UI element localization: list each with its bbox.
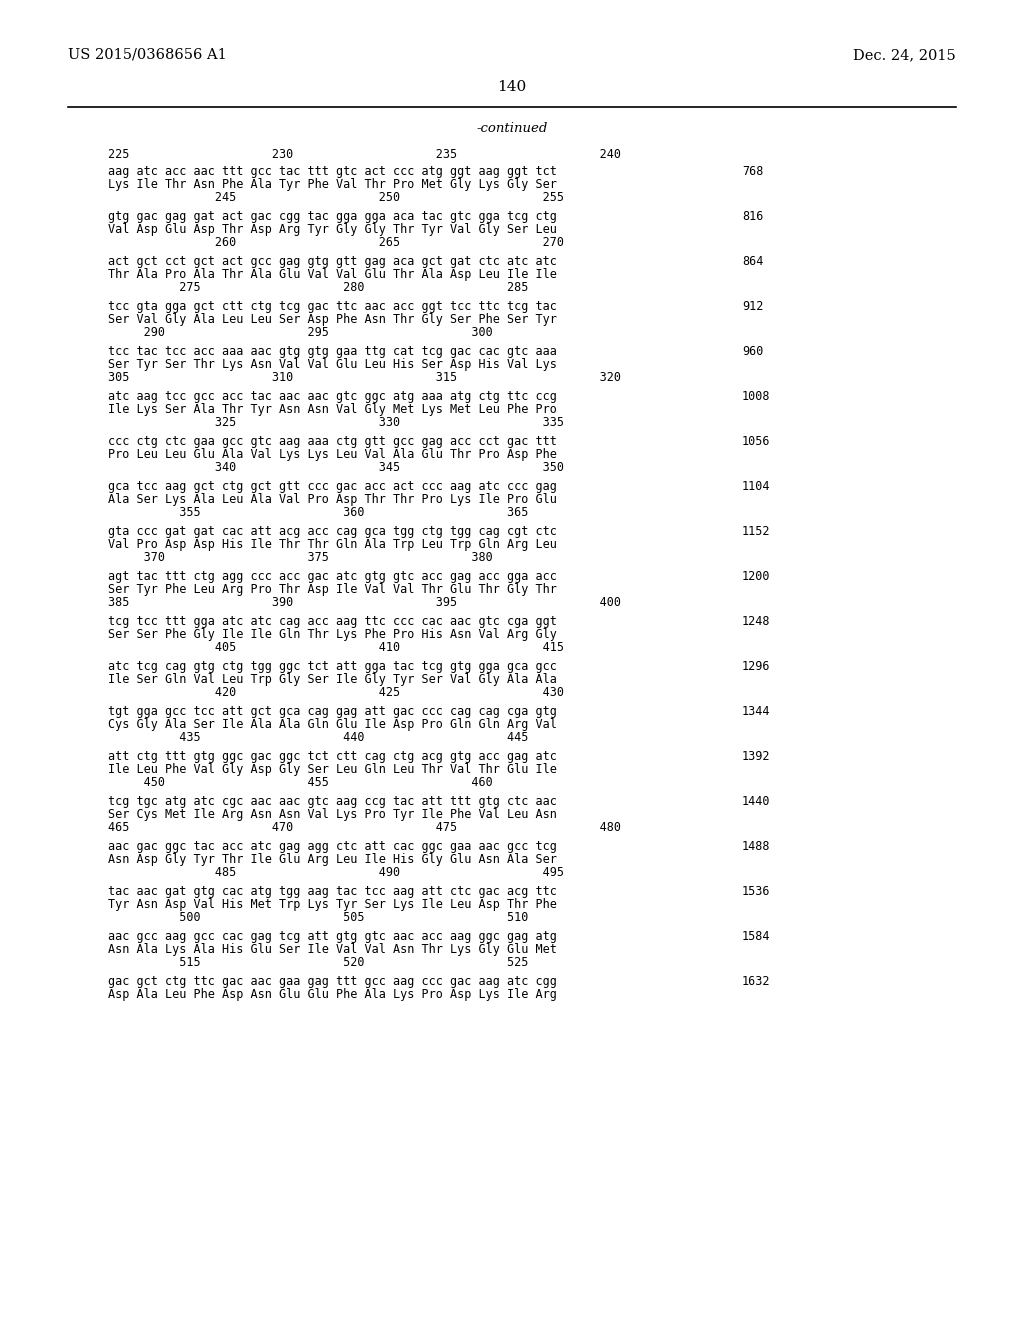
Text: 960: 960 bbox=[742, 345, 763, 358]
Text: 1392: 1392 bbox=[742, 750, 770, 763]
Text: 1344: 1344 bbox=[742, 705, 770, 718]
Text: 485                    490                    495: 485 490 495 bbox=[108, 866, 564, 879]
Text: 1584: 1584 bbox=[742, 931, 770, 942]
Text: Thr Ala Pro Ala Thr Ala Glu Val Val Glu Thr Ala Asp Leu Ile Ile: Thr Ala Pro Ala Thr Ala Glu Val Val Glu … bbox=[108, 268, 557, 281]
Text: tcg tgc atg atc cgc aac aac gtc aag ccg tac att ttt gtg ctc aac: tcg tgc atg atc cgc aac aac gtc aag ccg … bbox=[108, 795, 557, 808]
Text: tcc tac tcc acc aaa aac gtg gtg gaa ttg cat tcg gac cac gtc aaa: tcc tac tcc acc aaa aac gtg gtg gaa ttg … bbox=[108, 345, 557, 358]
Text: 1440: 1440 bbox=[742, 795, 770, 808]
Text: 1056: 1056 bbox=[742, 436, 770, 447]
Text: Tyr Asn Asp Val His Met Trp Lys Tyr Ser Lys Ile Leu Asp Thr Phe: Tyr Asn Asp Val His Met Trp Lys Tyr Ser … bbox=[108, 898, 557, 911]
Text: 500                    505                    510: 500 505 510 bbox=[108, 911, 528, 924]
Text: tgt gga gcc tcc att gct gca cag gag att gac ccc cag cag cga gtg: tgt gga gcc tcc att gct gca cag gag att … bbox=[108, 705, 557, 718]
Text: Asn Ala Lys Ala His Glu Ser Ile Val Val Asn Thr Lys Gly Glu Met: Asn Ala Lys Ala His Glu Ser Ile Val Val … bbox=[108, 942, 557, 956]
Text: 340                    345                    350: 340 345 350 bbox=[108, 461, 564, 474]
Text: 290                    295                    300: 290 295 300 bbox=[108, 326, 493, 339]
Text: att ctg ttt gtg ggc gac ggc tct ctt cag ctg acg gtg acc gag atc: att ctg ttt gtg ggc gac ggc tct ctt cag … bbox=[108, 750, 557, 763]
Text: aac gcc aag gcc cac gag tcg att gtg gtc aac acc aag ggc gag atg: aac gcc aag gcc cac gag tcg att gtg gtc … bbox=[108, 931, 557, 942]
Text: 515                    520                    525: 515 520 525 bbox=[108, 956, 528, 969]
Text: 1104: 1104 bbox=[742, 480, 770, 492]
Text: 435                    440                    445: 435 440 445 bbox=[108, 731, 528, 744]
Text: Val Pro Asp Asp His Ile Thr Thr Gln Ala Trp Leu Trp Gln Arg Leu: Val Pro Asp Asp His Ile Thr Thr Gln Ala … bbox=[108, 539, 557, 550]
Text: 465                    470                    475                    480: 465 470 475 480 bbox=[108, 821, 621, 834]
Text: atc aag tcc gcc acc tac aac aac gtc ggc atg aaa atg ctg ttc ccg: atc aag tcc gcc acc tac aac aac gtc ggc … bbox=[108, 389, 557, 403]
Text: Ser Ser Phe Gly Ile Ile Gln Thr Lys Phe Pro His Asn Val Arg Gly: Ser Ser Phe Gly Ile Ile Gln Thr Lys Phe … bbox=[108, 628, 557, 642]
Text: 260                    265                    270: 260 265 270 bbox=[108, 236, 564, 249]
Text: Dec. 24, 2015: Dec. 24, 2015 bbox=[853, 48, 956, 62]
Text: 245                    250                    255: 245 250 255 bbox=[108, 191, 564, 205]
Text: 1152: 1152 bbox=[742, 525, 770, 539]
Text: Val Asp Glu Asp Thr Asp Arg Tyr Gly Gly Thr Tyr Val Gly Ser Leu: Val Asp Glu Asp Thr Asp Arg Tyr Gly Gly … bbox=[108, 223, 557, 236]
Text: Pro Leu Leu Glu Ala Val Lys Lys Leu Val Ala Glu Thr Pro Asp Phe: Pro Leu Leu Glu Ala Val Lys Lys Leu Val … bbox=[108, 447, 557, 461]
Text: 420                    425                    430: 420 425 430 bbox=[108, 686, 564, 700]
Text: 1008: 1008 bbox=[742, 389, 770, 403]
Text: Ser Tyr Phe Leu Arg Pro Thr Asp Ile Val Val Thr Glu Thr Gly Thr: Ser Tyr Phe Leu Arg Pro Thr Asp Ile Val … bbox=[108, 583, 557, 597]
Text: gca tcc aag gct ctg gct gtt ccc gac acc act ccc aag atc ccc gag: gca tcc aag gct ctg gct gtt ccc gac acc … bbox=[108, 480, 557, 492]
Text: 1296: 1296 bbox=[742, 660, 770, 673]
Text: 912: 912 bbox=[742, 300, 763, 313]
Text: 1536: 1536 bbox=[742, 884, 770, 898]
Text: 225                    230                    235                    240: 225 230 235 240 bbox=[108, 148, 621, 161]
Text: gac gct ctg ttc gac aac gaa gag ttt gcc aag ccc gac aag atc cgg: gac gct ctg ttc gac aac gaa gag ttt gcc … bbox=[108, 975, 557, 987]
Text: gta ccc gat gat cac att acg acc cag gca tgg ctg tgg cag cgt ctc: gta ccc gat gat cac att acg acc cag gca … bbox=[108, 525, 557, 539]
Text: Asp Ala Leu Phe Asp Asn Glu Glu Phe Ala Lys Pro Asp Lys Ile Arg: Asp Ala Leu Phe Asp Asn Glu Glu Phe Ala … bbox=[108, 987, 557, 1001]
Text: tcc gta gga gct ctt ctg tcg gac ttc aac acc ggt tcc ttc tcg tac: tcc gta gga gct ctt ctg tcg gac ttc aac … bbox=[108, 300, 557, 313]
Text: tac aac gat gtg cac atg tgg aag tac tcc aag att ctc gac acg ttc: tac aac gat gtg cac atg tgg aag tac tcc … bbox=[108, 884, 557, 898]
Text: Ala Ser Lys Ala Leu Ala Val Pro Asp Thr Thr Pro Lys Ile Pro Glu: Ala Ser Lys Ala Leu Ala Val Pro Asp Thr … bbox=[108, 492, 557, 506]
Text: 1248: 1248 bbox=[742, 615, 770, 628]
Text: aac gac ggc tac acc atc gag agg ctc att cac ggc gaa aac gcc tcg: aac gac ggc tac acc atc gag agg ctc att … bbox=[108, 840, 557, 853]
Text: act gct cct gct act gcc gag gtg gtt gag aca gct gat ctc atc atc: act gct cct gct act gcc gag gtg gtt gag … bbox=[108, 255, 557, 268]
Text: Lys Ile Thr Asn Phe Ala Tyr Phe Val Thr Pro Met Gly Lys Gly Ser: Lys Ile Thr Asn Phe Ala Tyr Phe Val Thr … bbox=[108, 178, 557, 191]
Text: aag atc acc aac ttt gcc tac ttt gtc act ccc atg ggt aag ggt tct: aag atc acc aac ttt gcc tac ttt gtc act … bbox=[108, 165, 557, 178]
Text: Ser Tyr Ser Thr Lys Asn Val Val Glu Leu His Ser Asp His Val Lys: Ser Tyr Ser Thr Lys Asn Val Val Glu Leu … bbox=[108, 358, 557, 371]
Text: Asn Asp Gly Tyr Thr Ile Glu Arg Leu Ile His Gly Glu Asn Ala Ser: Asn Asp Gly Tyr Thr Ile Glu Arg Leu Ile … bbox=[108, 853, 557, 866]
Text: 325                    330                    335: 325 330 335 bbox=[108, 416, 564, 429]
Text: agt tac ttt ctg agg ccc acc gac atc gtg gtc acc gag acc gga acc: agt tac ttt ctg agg ccc acc gac atc gtg … bbox=[108, 570, 557, 583]
Text: 305                    310                    315                    320: 305 310 315 320 bbox=[108, 371, 621, 384]
Text: gtg gac gag gat act gac cgg tac gga gga aca tac gtc gga tcg ctg: gtg gac gag gat act gac cgg tac gga gga … bbox=[108, 210, 557, 223]
Text: 1632: 1632 bbox=[742, 975, 770, 987]
Text: 405                    410                    415: 405 410 415 bbox=[108, 642, 564, 653]
Text: -continued: -continued bbox=[476, 121, 548, 135]
Text: 355                    360                    365: 355 360 365 bbox=[108, 506, 528, 519]
Text: Ser Cys Met Ile Arg Asn Asn Val Lys Pro Tyr Ile Phe Val Leu Asn: Ser Cys Met Ile Arg Asn Asn Val Lys Pro … bbox=[108, 808, 557, 821]
Text: US 2015/0368656 A1: US 2015/0368656 A1 bbox=[68, 48, 226, 62]
Text: Ile Lys Ser Ala Thr Tyr Asn Asn Val Gly Met Lys Met Leu Phe Pro: Ile Lys Ser Ala Thr Tyr Asn Asn Val Gly … bbox=[108, 403, 557, 416]
Text: 370                    375                    380: 370 375 380 bbox=[108, 550, 493, 564]
Text: Cys Gly Ala Ser Ile Ala Ala Gln Glu Ile Asp Pro Gln Gln Arg Val: Cys Gly Ala Ser Ile Ala Ala Gln Glu Ile … bbox=[108, 718, 557, 731]
Text: 385                    390                    395                    400: 385 390 395 400 bbox=[108, 597, 621, 609]
Text: 1488: 1488 bbox=[742, 840, 770, 853]
Text: Ser Val Gly Ala Leu Leu Ser Asp Phe Asn Thr Gly Ser Phe Ser Tyr: Ser Val Gly Ala Leu Leu Ser Asp Phe Asn … bbox=[108, 313, 557, 326]
Text: Ile Ser Gln Val Leu Trp Gly Ser Ile Gly Tyr Ser Val Gly Ala Ala: Ile Ser Gln Val Leu Trp Gly Ser Ile Gly … bbox=[108, 673, 557, 686]
Text: 1200: 1200 bbox=[742, 570, 770, 583]
Text: Ile Leu Phe Val Gly Asp Gly Ser Leu Gln Leu Thr Val Thr Glu Ile: Ile Leu Phe Val Gly Asp Gly Ser Leu Gln … bbox=[108, 763, 557, 776]
Text: 450                    455                    460: 450 455 460 bbox=[108, 776, 493, 789]
Text: tcg tcc ttt gga atc atc cag acc aag ttc ccc cac aac gtc cga ggt: tcg tcc ttt gga atc atc cag acc aag ttc … bbox=[108, 615, 557, 628]
Text: atc tcg cag gtg ctg tgg ggc tct att gga tac tcg gtg gga gca gcc: atc tcg cag gtg ctg tgg ggc tct att gga … bbox=[108, 660, 557, 673]
Text: 140: 140 bbox=[498, 81, 526, 94]
Text: ccc ctg ctc gaa gcc gtc aag aaa ctg gtt gcc gag acc cct gac ttt: ccc ctg ctc gaa gcc gtc aag aaa ctg gtt … bbox=[108, 436, 557, 447]
Text: 275                    280                    285: 275 280 285 bbox=[108, 281, 528, 294]
Text: 864: 864 bbox=[742, 255, 763, 268]
Text: 768: 768 bbox=[742, 165, 763, 178]
Text: 816: 816 bbox=[742, 210, 763, 223]
